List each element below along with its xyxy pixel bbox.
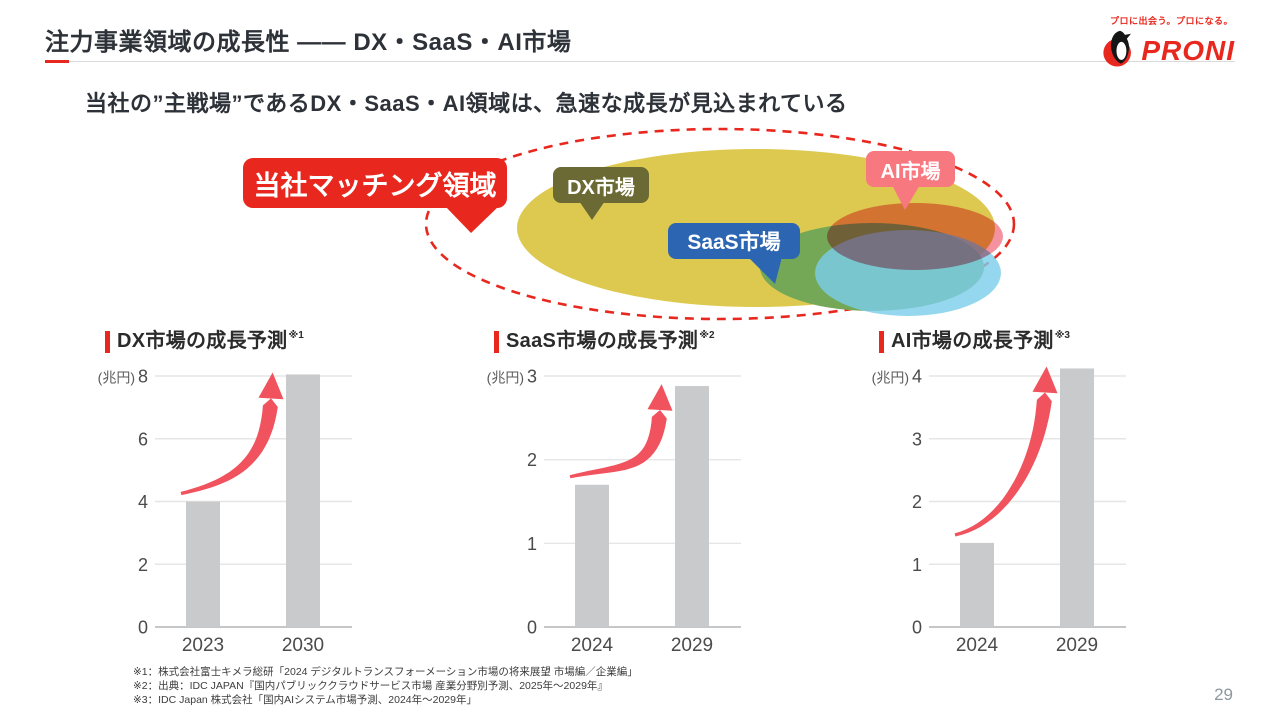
- label-dx-market: DX市場: [553, 167, 649, 220]
- y-tick-label: 3: [527, 367, 537, 387]
- speech-tail: [445, 206, 499, 233]
- page-title: 注力事業領域の成長性 —— DX・SaaS・AI市場: [45, 29, 572, 56]
- title-marker: [879, 331, 884, 353]
- bar-chart-svg: 0 1 2 3 4(兆円) 2024 2029: [872, 366, 1126, 656]
- label-saas-market-text: SaaS市場: [687, 231, 781, 254]
- bar-chart-svg: 0 1 2 3(兆円) 2024 2029: [487, 367, 741, 656]
- speech-tail: [579, 201, 605, 220]
- title-marker: [105, 331, 110, 353]
- matching-area-dashed-ellipse: [424, 127, 1016, 321]
- y-tick-label: 3: [912, 429, 922, 449]
- speech-tail: [748, 257, 782, 284]
- bar-2023: [186, 501, 220, 627]
- growth-arrow-curve: [569, 410, 667, 479]
- title-divider-accent: [45, 60, 69, 63]
- y-axis-unit-label: (兆円): [98, 370, 135, 386]
- logo-brand: PRONI: [1141, 34, 1235, 66]
- chart-saas-forecast: SaaS市場の成長予測 ※2 0 1 2 3 (兆円) 2024 2029: [482, 330, 782, 665]
- chart-note-ref: ※1: [288, 330, 304, 341]
- bar-2029: [675, 386, 709, 627]
- y-tick-label: 4: [912, 367, 922, 387]
- x-tick-label: 2030: [282, 635, 324, 656]
- bar-2024: [960, 542, 994, 627]
- growth-arrow-curve: [180, 398, 278, 496]
- y-tick-label: 4: [138, 492, 148, 512]
- x-tick-label: 2029: [1056, 635, 1098, 656]
- y-tick-label: 0: [912, 618, 922, 638]
- label-ai-market-text: AI市場: [880, 160, 941, 183]
- growth-arrow-head: [258, 372, 284, 400]
- speech-tail: [892, 185, 920, 210]
- growth-arrow-curve: [954, 392, 1052, 537]
- y-tick-label: 2: [527, 450, 537, 470]
- label-dx-market-text: DX市場: [567, 176, 635, 199]
- chart-title: AI市場の成長予測: [891, 330, 1054, 352]
- bar-chart-svg: 0 2 4 6 8(兆円) 2023 2030: [98, 367, 352, 656]
- title-marker: [494, 331, 499, 353]
- bar-2024: [575, 484, 609, 627]
- footnote-2: ※2：出典：IDC JAPAN『国内パブリッククラウドサービス市場 産業分野別予…: [133, 679, 608, 692]
- bar-2029: [1060, 368, 1094, 627]
- y-tick-label: 0: [138, 618, 148, 638]
- y-tick-label: 2: [912, 492, 922, 512]
- y-axis-unit-label: (兆円): [872, 370, 909, 386]
- chart-title: SaaS市場の成長予測: [506, 330, 699, 352]
- label-matching-area-text: 当社マッチング領域: [253, 170, 497, 201]
- title-divider: [45, 61, 1235, 62]
- chart-title: DX市場の成長予測: [117, 330, 288, 352]
- footnote-3: ※3：IDC Japan 株式会社「国内AIシステム市場予測、2024年～202…: [133, 693, 477, 706]
- logo-tagline: プロに出会う。プロになる。: [1110, 16, 1233, 26]
- chart-ai-forecast: AI市場の成長予測 ※3 0 1 2 3 4 (兆円) 2024 2029: [867, 330, 1167, 665]
- footnotes: ※1：株式会社富士キメラ総研「2024 デジタルトランスフォーメーション市場の将…: [133, 666, 638, 708]
- y-tick-label: 0: [527, 618, 537, 638]
- y-tick-label: 6: [138, 429, 148, 449]
- x-tick-label: 2024: [956, 635, 999, 656]
- ai-market-ellipse: [827, 203, 1003, 270]
- y-tick-label: 1: [527, 534, 537, 554]
- x-tick-label: 2024: [571, 635, 614, 656]
- x-tick-label: 2029: [671, 635, 713, 656]
- growth-arrow-head: [647, 384, 673, 411]
- penguin-logo-icon: [1101, 28, 1139, 73]
- y-tick-label: 1: [912, 555, 922, 575]
- growth-arrow-head: [1032, 366, 1058, 394]
- chart-note-ref: ※2: [699, 330, 715, 341]
- chart-note-ref: ※3: [1054, 330, 1070, 341]
- y-tick-label: 8: [138, 367, 148, 387]
- footnote-1: ※1：株式会社富士キメラ総研「2024 デジタルトランスフォーメーション市場の将…: [133, 666, 638, 678]
- label-matching-area: 当社マッチング領域: [243, 158, 507, 233]
- company-logo: プロに出会う。プロになる。 PRONI: [1101, 14, 1235, 73]
- bar-2030: [286, 374, 320, 627]
- page-number: 29: [1214, 685, 1233, 704]
- y-tick-label: 2: [138, 555, 148, 575]
- label-saas-market: SaaS市場: [668, 223, 800, 284]
- x-tick-label: 2023: [182, 635, 224, 656]
- label-ai-market: AI市場: [866, 151, 955, 210]
- slide-message: 当社の”主戦場”であるDX・SaaS・AI領域は、急速な成長が見込まれている: [85, 91, 848, 116]
- chart-dx-forecast: DX市場の成長予測 ※1 0 2 4 6 8 (兆円) 2023 2030: [93, 330, 393, 665]
- y-axis-unit-label: (兆円): [487, 370, 524, 386]
